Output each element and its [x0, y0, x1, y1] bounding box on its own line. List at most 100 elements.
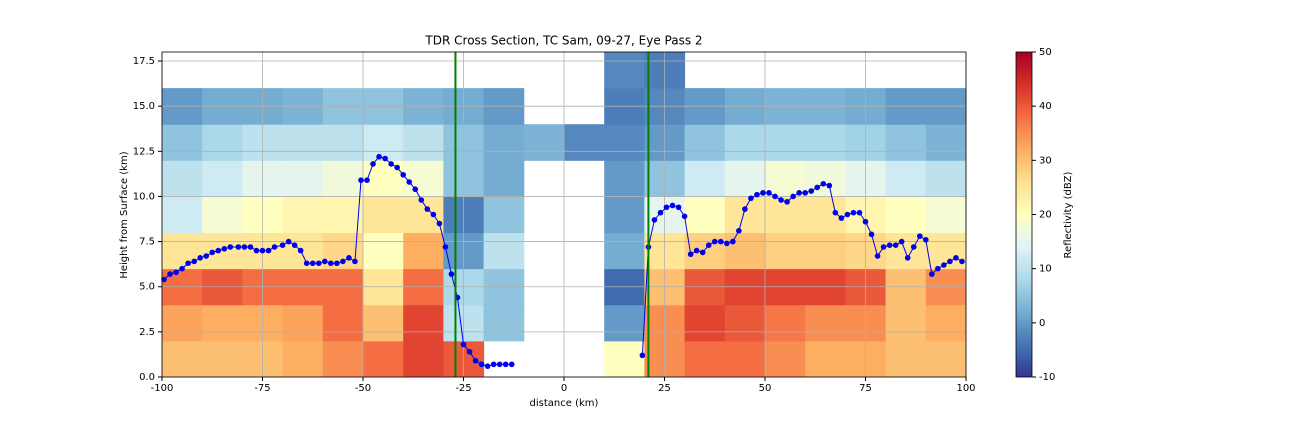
heatmap-cell — [805, 124, 846, 161]
data-point — [322, 258, 328, 265]
data-point — [265, 247, 272, 254]
heatmap-cell — [604, 340, 645, 378]
colorbar-label: Reflectivity (dBZ) — [1063, 171, 1074, 258]
heatmap-cell — [282, 124, 324, 161]
data-point — [285, 238, 292, 245]
data-point — [209, 249, 216, 256]
data-point — [916, 233, 923, 239]
data-point — [717, 238, 724, 245]
data-point — [874, 253, 881, 259]
data-point — [215, 247, 222, 254]
data-point — [681, 213, 688, 220]
heatmap-cell — [724, 124, 766, 161]
data-point — [508, 361, 515, 368]
data-point — [382, 155, 388, 162]
data-point — [448, 271, 455, 277]
heatmap-cell — [363, 340, 404, 378]
y-axis-label: Height from Surface (km) — [119, 151, 130, 278]
heatmap-cell — [885, 340, 927, 378]
data-point — [820, 181, 827, 187]
data-point — [790, 193, 796, 200]
data-point — [959, 258, 965, 265]
heatmap-cell — [604, 232, 645, 270]
data-point — [484, 363, 491, 369]
heatmap-cell — [363, 196, 404, 234]
y-tick-label: 15.0 — [133, 101, 155, 112]
y-tick-label: 17.5 — [133, 56, 155, 67]
data-point — [935, 265, 941, 272]
heatmap-cell — [202, 304, 243, 342]
heatmap-cell — [724, 196, 766, 234]
heatmap-cell — [322, 304, 364, 342]
data-point — [370, 161, 376, 167]
heatmap-cell — [604, 52, 645, 89]
heatmap-cell — [925, 304, 967, 342]
colorbar-tick-label: 20 — [1039, 210, 1052, 221]
heatmap-cell — [925, 160, 967, 197]
data-point — [253, 247, 260, 254]
data-point — [826, 182, 833, 189]
y-tick-label: 2.5 — [139, 327, 155, 338]
data-point — [466, 348, 473, 355]
colorbar-tick-label: 10 — [1039, 264, 1052, 275]
x-axis-label: distance (km) — [530, 398, 599, 409]
data-point — [736, 227, 742, 234]
chart-title: TDR Cross Section, TC Sam, 09-27, Eye Pa… — [424, 34, 702, 48]
heatmap-cell — [363, 124, 404, 161]
data-point — [844, 211, 851, 218]
data-point — [334, 260, 340, 267]
data-point — [247, 244, 254, 250]
data-point — [766, 190, 772, 196]
data-point — [675, 204, 682, 211]
data-point — [772, 193, 778, 200]
heatmap-cell — [805, 304, 846, 342]
data-point — [259, 247, 266, 254]
data-point — [687, 251, 694, 258]
x-tick-label: -100 — [151, 383, 174, 394]
x-tick-label: 25 — [658, 383, 671, 394]
data-point — [760, 190, 766, 196]
data-point — [910, 244, 917, 250]
heatmap-cell — [765, 304, 806, 342]
heatmap-cell — [202, 196, 243, 234]
heatmap-cell — [282, 304, 324, 342]
data-point — [161, 276, 167, 283]
data-point — [271, 244, 278, 250]
heatmap-cell — [925, 340, 967, 378]
data-point — [724, 240, 730, 247]
heatmap-cell — [322, 340, 364, 378]
data-point — [693, 247, 700, 254]
heatmap-cell — [403, 340, 444, 378]
data-point — [856, 209, 863, 216]
x-tick-label: -25 — [455, 383, 471, 394]
data-point — [929, 271, 935, 277]
heatmap-cell — [322, 124, 364, 161]
colorbar-tick-label: 30 — [1039, 155, 1052, 166]
heatmap-cell — [483, 124, 525, 161]
data-point — [923, 236, 929, 243]
heatmap-cell — [483, 304, 525, 342]
y-tick-label: 0.0 — [139, 372, 155, 383]
data-point — [221, 246, 228, 252]
x-tick-label: 100 — [956, 383, 975, 394]
data-point — [496, 361, 503, 368]
heatmap-cell — [805, 340, 846, 378]
data-point — [412, 186, 419, 193]
data-point — [309, 260, 316, 267]
heatmap-cell — [564, 124, 605, 161]
heatmap-cell — [684, 340, 726, 378]
heatmap-cell — [322, 196, 364, 234]
data-point — [502, 361, 509, 368]
colorbar-tick-label: 50 — [1039, 47, 1052, 58]
colorbar — [1015, 51, 1033, 378]
heatmap-cell — [604, 124, 645, 161]
data-point — [892, 242, 899, 248]
heatmap-cell — [162, 124, 203, 161]
heatmap-cell — [403, 124, 444, 161]
data-point — [639, 352, 646, 359]
heatmap-cell — [403, 196, 444, 234]
data-point — [358, 177, 364, 183]
heatmap-cell — [925, 196, 967, 234]
data-point — [868, 231, 875, 238]
heatmap-cell — [604, 304, 645, 342]
